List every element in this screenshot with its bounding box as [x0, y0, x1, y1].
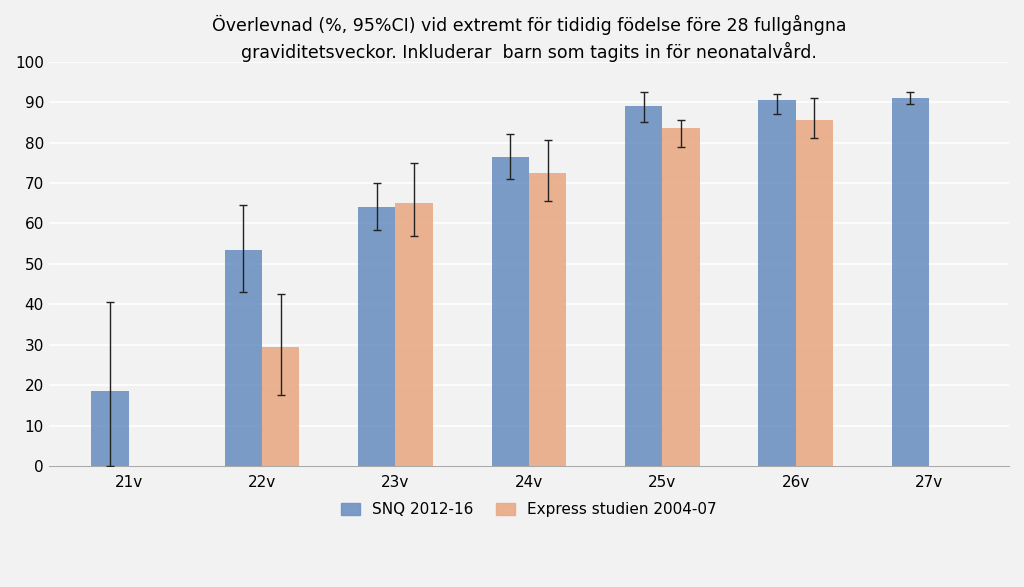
Bar [796, 120, 833, 466]
Bar [262, 347, 299, 466]
Bar [91, 392, 129, 466]
Bar [758, 100, 796, 466]
Bar [395, 203, 433, 466]
Legend: SNQ 2012-16, Express studien 2004-07: SNQ 2012-16, Express studien 2004-07 [335, 496, 723, 524]
Bar [492, 157, 528, 466]
Bar [225, 249, 262, 466]
Bar [892, 98, 929, 466]
Bar [625, 106, 663, 466]
Bar [663, 129, 699, 466]
Title: Överlevnad (%, 95%CI) vid extremt för tididig födelse före 28 fullgångna
gravidi: Överlevnad (%, 95%CI) vid extremt för ti… [212, 15, 846, 62]
Bar [528, 173, 566, 466]
Bar [358, 207, 395, 466]
